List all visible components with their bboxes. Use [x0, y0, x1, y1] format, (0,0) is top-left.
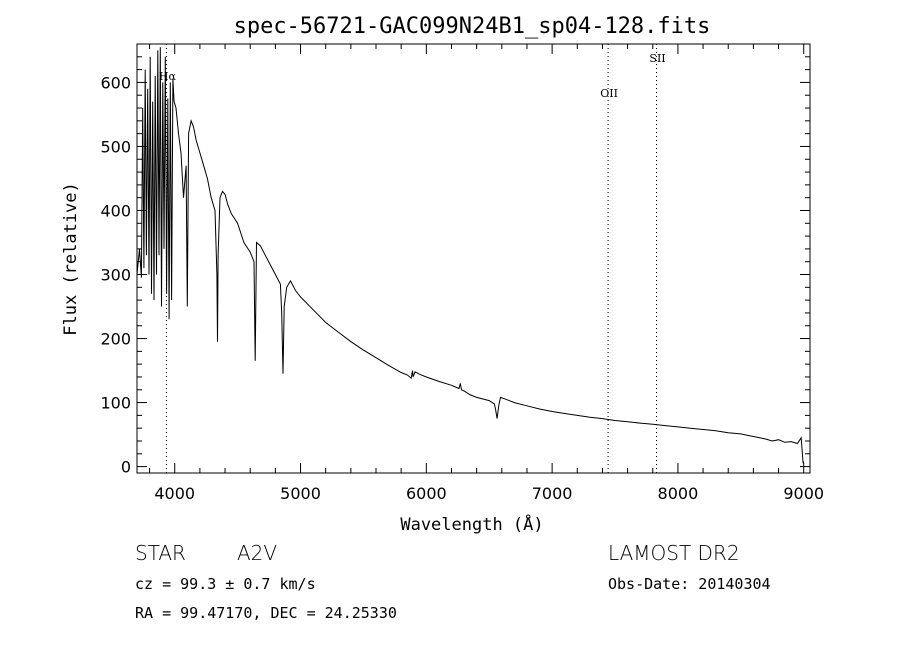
y-tick-label: 600 — [100, 73, 131, 92]
y-tick-label: 100 — [100, 394, 131, 413]
x-axis-ticks: 4000 5000 6000 7000 8000 9000 — [149, 44, 824, 503]
obs-date: Obs-Date: 20140304 — [608, 575, 771, 593]
y-axis-label: Flux (relative) — [61, 182, 81, 336]
x-tick-label: 6000 — [406, 484, 447, 503]
x-tick-label: 7000 — [532, 484, 573, 503]
survey-name: LAMOST DR2 — [608, 541, 740, 565]
y-tick-label: 500 — [100, 137, 131, 156]
coordinates: RA = 99.47170, DEC = 24.25330 — [135, 604, 397, 622]
marker-label: SII — [649, 52, 665, 65]
plot-frame — [136, 43, 811, 474]
x-tick-label: 5000 — [280, 484, 321, 503]
x-tick-label: 9000 — [783, 484, 824, 503]
marker-label: OII — [600, 87, 618, 100]
spectral-subclass: A2V — [237, 541, 278, 565]
x-tick-label: 4000 — [154, 484, 195, 503]
y-tick-label: 200 — [100, 330, 131, 349]
y-tick-label: 0 — [121, 458, 131, 477]
chart-title: spec-56721-GAC099N24B1_sp04-128.fits — [234, 14, 711, 39]
y-tick-label: 300 — [100, 266, 131, 285]
y-axis-ticks: 0 100 200 300 400 500 600 — [100, 56, 810, 477]
marker-label: Hα — [159, 70, 177, 83]
x-axis-label: Wavelength (Å) — [400, 513, 543, 535]
spectrum-line — [136, 47, 805, 464]
y-tick-label: 400 — [100, 201, 131, 220]
object-type: STAR — [135, 541, 186, 565]
line-markers: Hα OII SII — [159, 44, 666, 473]
redshift-text: cz = 99.3 ± 0.7 km/s — [135, 575, 316, 593]
x-tick-label: 8000 — [658, 484, 699, 503]
